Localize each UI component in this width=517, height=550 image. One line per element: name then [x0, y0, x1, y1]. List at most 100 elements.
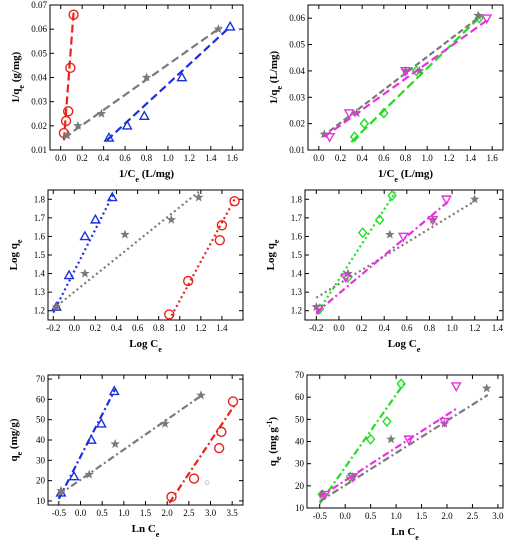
x-tick-label: 0.6 — [401, 323, 413, 333]
y-tick-label: 50 — [295, 414, 305, 424]
series-2 — [51, 191, 204, 312]
series-1 — [55, 385, 120, 500]
y-tick-label: 1.5 — [34, 250, 46, 260]
x-tick-label: 0.8 — [141, 153, 153, 163]
data-point — [403, 435, 415, 446]
data-point — [121, 119, 133, 130]
y-tick-label: 1.3 — [291, 287, 303, 297]
data-point — [108, 385, 120, 396]
x-tick-label: 3.0 — [492, 511, 504, 521]
y-tick-label: 50 — [36, 415, 46, 425]
x-tick-label: 3.5 — [227, 508, 239, 518]
data-point — [385, 229, 395, 239]
x-tick-label: 0.8 — [400, 153, 412, 163]
data-point — [213, 24, 224, 34]
y-tick-label: 1.7 — [291, 213, 303, 223]
series-4 — [204, 480, 210, 486]
data-point — [387, 189, 397, 202]
x-tick-label: 0.0 — [69, 323, 81, 333]
y-tick-label: 1.7 — [34, 213, 46, 223]
data-point — [440, 195, 452, 206]
data-point — [400, 65, 411, 75]
plot-frame — [47, 374, 244, 506]
x-tick-label: 0.0 — [55, 153, 67, 163]
fit-line — [57, 388, 117, 500]
data-point — [85, 434, 97, 444]
data-point — [396, 378, 406, 390]
data-point — [439, 418, 450, 428]
data-point — [313, 305, 325, 315]
x-axis-label: 1/Ce (L/mg) — [378, 168, 434, 184]
y-tick-label: 0.04 — [289, 66, 305, 76]
series-3 — [313, 195, 452, 315]
y-axis-label: Log qe — [265, 239, 281, 270]
data-point — [324, 132, 336, 143]
fit-line — [315, 191, 397, 316]
x-tick-label: 1.5 — [140, 508, 152, 518]
x-tick-label: 1.0 — [446, 323, 458, 333]
chart-panel-3: -0.2 0.0 0.2 0.4 0.6 0.8 1.0 1.2 1.4 1.2 1.3 1.4 1.5… — [8, 189, 244, 354]
data-point — [106, 191, 118, 202]
data-point — [469, 194, 480, 204]
x-tick-label: 0.2 — [335, 153, 346, 163]
data-point — [89, 213, 101, 224]
fit-line — [350, 14, 483, 143]
x-axis-label: Log Ce — [129, 338, 162, 354]
x-tick-label: 0.6 — [132, 323, 144, 333]
fit-line — [319, 394, 489, 503]
data-point — [357, 227, 368, 239]
y-tick-label: 1.4 — [34, 269, 46, 279]
y-axis-label: qe (mg/g) — [8, 418, 24, 461]
series-3 — [103, 20, 236, 142]
x-tick-label: 0.4 — [357, 153, 369, 163]
y-tick-label: 60 — [36, 394, 46, 404]
x-tick-label: 1.2 — [443, 153, 454, 163]
chart-panel-5: -0.5 0.0 0.5 1.0 1.5 2.0 2.5 3.0 3.5 10 20 30 40 50 60… — [8, 374, 244, 539]
data-point — [229, 195, 240, 207]
data-point — [311, 302, 322, 312]
x-tick-label: -0.5 — [313, 511, 328, 521]
y-axis-label: 1/qe (L/mg) — [268, 50, 284, 104]
y-tick-label: 40 — [36, 435, 46, 445]
data-point — [63, 106, 74, 117]
y-tick-label: 70 — [295, 370, 305, 380]
y-tick-label: 0.05 — [289, 40, 305, 50]
x-axis-label: 1/Ce (L/mg) — [119, 168, 175, 184]
series-2 — [56, 390, 206, 496]
data-point — [188, 473, 200, 484]
series-1 — [349, 12, 484, 143]
x-tick-label: 0.0 — [333, 323, 345, 333]
x-tick-label: 0.8 — [424, 323, 436, 333]
y-tick-label: 20 — [295, 481, 305, 491]
data-point — [80, 268, 90, 278]
x-tick-label: -0.5 — [52, 508, 67, 518]
data-point — [428, 214, 438, 224]
data-point — [340, 273, 352, 284]
x-tick-label: 1.4 — [492, 323, 504, 333]
data-point — [193, 192, 204, 202]
x-tick-label: 1.6 — [227, 153, 239, 163]
data-point — [349, 131, 360, 143]
data-point — [397, 232, 409, 243]
x-tick-label: 0.5 — [97, 508, 109, 518]
x-tick-label: 0.8 — [153, 323, 165, 333]
data-point — [481, 383, 492, 393]
data-point — [84, 469, 94, 479]
x-tick-label: 0.2 — [356, 323, 367, 333]
x-tick-label: 2.5 — [467, 511, 479, 521]
x-axis-label: Ln Ce — [391, 526, 419, 542]
series-1 — [58, 9, 79, 141]
data-point — [95, 417, 107, 428]
series-3 — [164, 195, 240, 321]
data-point — [365, 433, 376, 445]
fit-line — [319, 407, 458, 498]
series-3 — [323, 14, 493, 143]
x-tick-label: 2.5 — [183, 508, 195, 518]
x-tick-label: 0.6 — [119, 153, 131, 163]
data-point — [343, 268, 353, 278]
y-tick-label: 0.04 — [31, 73, 47, 83]
x-tick-label: 0.0 — [75, 508, 87, 518]
data-point — [68, 9, 79, 20]
fit-line — [321, 14, 482, 138]
